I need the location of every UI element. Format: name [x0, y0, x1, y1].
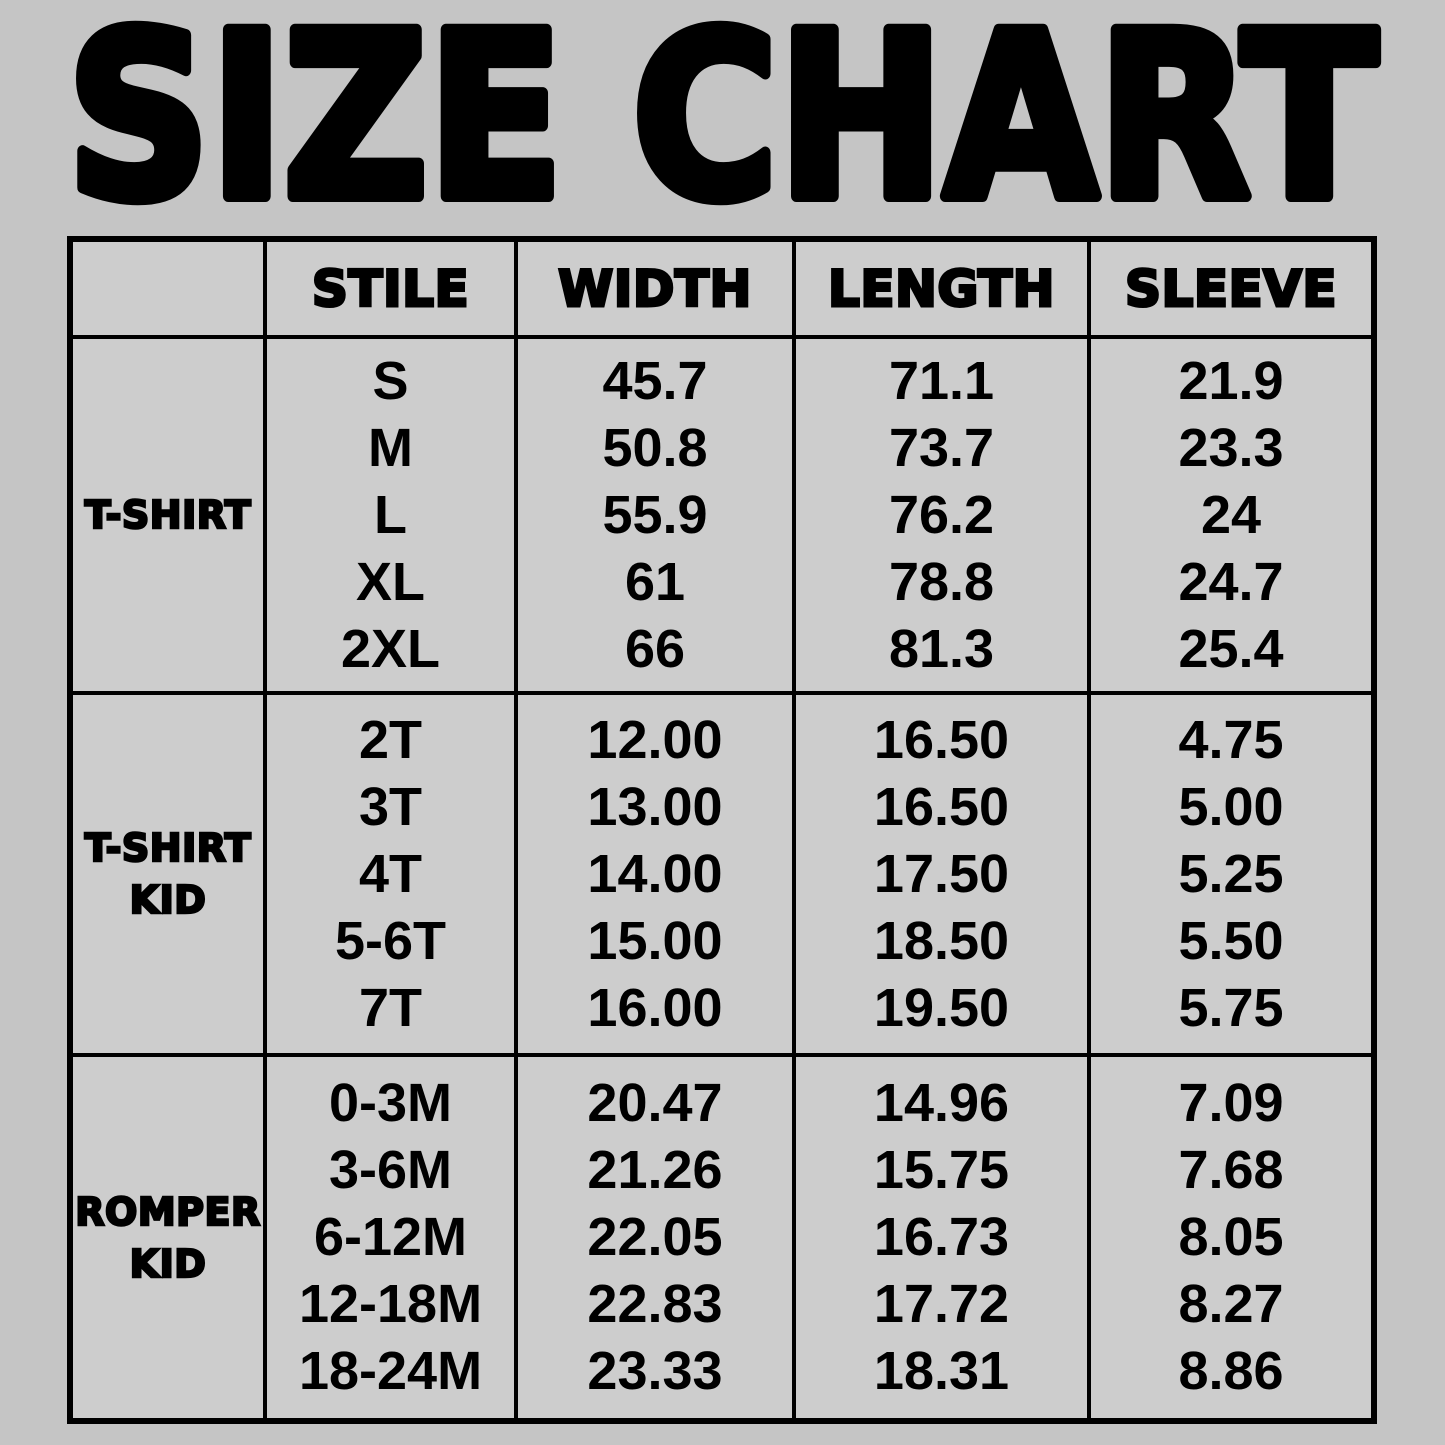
stile-value: 5-6T [334, 910, 447, 971]
width-value: 23.33 [587, 1341, 723, 1401]
header-cell-length: LENGTH [796, 242, 1091, 339]
romper-kid-length-column: 14.96 15.75 16.73 17.72 18.31 [796, 1057, 1091, 1418]
header-label-width: WIDTH [557, 259, 753, 318]
stile-value: L [374, 484, 407, 545]
stile-value: 7T [358, 977, 423, 1038]
header-cell-width: WIDTH [518, 242, 796, 339]
sleeve-value: 25.4 [1178, 618, 1284, 679]
sleeve-value: 21.9 [1178, 350, 1284, 411]
title-banner: SIZE CHART [57, 0, 1387, 256]
width-value: 55.9 [602, 484, 708, 545]
size-table: STILE WIDTH LENGTH SLEEVE T-SHIRT S M L … [67, 236, 1377, 1424]
width-value: 12.00 [587, 709, 723, 770]
stile-value: 6-12M [313, 1207, 468, 1267]
t-shirt-width-column: 45.7 50.8 55.9 61 66 [518, 339, 796, 695]
sleeve-value: 5.50 [1178, 910, 1284, 971]
t-shirt-sleeve-column: 21.9 23.3 24 24.7 25.4 [1091, 339, 1371, 695]
width-value: 15.00 [587, 910, 723, 971]
sleeve-value: 8.05 [1178, 1207, 1284, 1267]
page-title: SIZE CHART [67, 16, 1377, 221]
width-value: 20.47 [587, 1073, 723, 1133]
t-shirt-kid-width-column: 12.00 13.00 14.00 15.00 16.00 [518, 695, 796, 1057]
group-label: ROMPER [74, 1188, 261, 1235]
stile-value: S [372, 350, 409, 411]
group-label: KID [128, 1240, 207, 1287]
stile-value: 3T [358, 776, 423, 837]
stile-value: 4T [358, 843, 423, 904]
width-value: 22.83 [587, 1274, 723, 1334]
width-value: 66 [624, 618, 686, 679]
sleeve-value: 5.75 [1178, 977, 1284, 1038]
title-graphic: SIZE CHART [61, 0, 1383, 256]
length-value: 76.2 [888, 484, 995, 545]
sleeve-value: 7.68 [1178, 1140, 1284, 1200]
length-value: 16.73 [873, 1207, 1010, 1267]
header-label-length: LENGTH [827, 259, 1056, 318]
sleeve-value: 24.7 [1178, 551, 1284, 612]
sleeve-value: 24 [1200, 484, 1262, 545]
sleeve-value: 8.86 [1178, 1341, 1284, 1401]
header-label-stile: STILE [310, 259, 470, 318]
width-value: 22.05 [587, 1207, 723, 1267]
length-value: 19.50 [873, 977, 1010, 1038]
group-label: KID [128, 877, 207, 924]
width-value: 14.00 [587, 843, 723, 904]
width-value: 16.00 [587, 977, 723, 1038]
sleeve-value: 5.25 [1178, 843, 1284, 904]
width-value: 50.8 [602, 417, 708, 478]
length-value: 71.1 [888, 350, 995, 411]
t-shirt-kid-stile-column: 2T 3T 4T 5-6T 7T [267, 695, 518, 1057]
stile-value: M [368, 417, 413, 478]
stile-value: XL [355, 551, 425, 612]
romper-kid-width-column: 20.47 21.26 22.05 22.83 23.33 [518, 1057, 796, 1418]
length-value: 18.31 [873, 1341, 1010, 1401]
length-value: 16.50 [873, 709, 1010, 770]
stile-value: 2T [358, 709, 423, 770]
sleeve-value: 23.3 [1178, 417, 1284, 478]
width-value: 45.7 [602, 350, 708, 411]
romper-kid-sleeve-column: 7.09 7.68 8.05 8.27 8.86 [1091, 1057, 1371, 1418]
length-value: 17.50 [873, 843, 1010, 904]
stile-value: 18-24M [298, 1341, 483, 1401]
length-value: 18.50 [873, 910, 1010, 971]
romper-kid-stile-column: 0-3M 3-6M 6-12M 12-18M 18-24M [267, 1057, 518, 1418]
stile-value: 2XL [340, 618, 441, 679]
sleeve-value: 7.09 [1178, 1073, 1284, 1133]
stile-value: 0-3M [328, 1073, 453, 1133]
t-shirt-stile-column: S M L XL 2XL [267, 339, 518, 695]
length-value: 16.50 [873, 776, 1010, 837]
header-cell-sleeve: SLEEVE [1091, 242, 1371, 339]
sleeve-value: 4.75 [1178, 709, 1284, 770]
group-cell-t-shirt: T-SHIRT [73, 339, 267, 695]
group-label: T-SHIRT [84, 825, 252, 872]
header-cell-stile: STILE [267, 242, 518, 339]
width-value: 61 [624, 551, 686, 612]
length-value: 78.8 [888, 551, 995, 612]
group-cell-romper-kid: ROMPER KID [73, 1057, 267, 1418]
t-shirt-kid-sleeve-column: 4.75 5.00 5.25 5.50 5.75 [1091, 695, 1371, 1057]
length-value: 73.7 [888, 417, 995, 478]
stile-value: 12-18M [298, 1274, 483, 1334]
length-value: 81.3 [888, 618, 995, 679]
t-shirt-kid-length-column: 16.50 16.50 17.50 18.50 19.50 [796, 695, 1091, 1057]
width-value: 13.00 [587, 776, 723, 837]
length-value: 14.96 [873, 1073, 1010, 1133]
header-label-sleeve: SLEEVE [1123, 259, 1338, 318]
header-cell-empty [73, 242, 267, 339]
t-shirt-length-column: 71.1 73.7 76.2 78.8 81.3 [796, 339, 1091, 695]
sleeve-value: 8.27 [1178, 1274, 1284, 1334]
sleeve-value: 5.00 [1178, 776, 1284, 837]
group-cell-t-shirt-kid: T-SHIRT KID [73, 695, 267, 1057]
length-value: 17.72 [873, 1274, 1010, 1334]
stile-value: 3-6M [328, 1140, 453, 1200]
width-value: 21.26 [587, 1140, 723, 1200]
length-value: 15.75 [873, 1140, 1010, 1200]
group-label: T-SHIRT [84, 492, 252, 539]
